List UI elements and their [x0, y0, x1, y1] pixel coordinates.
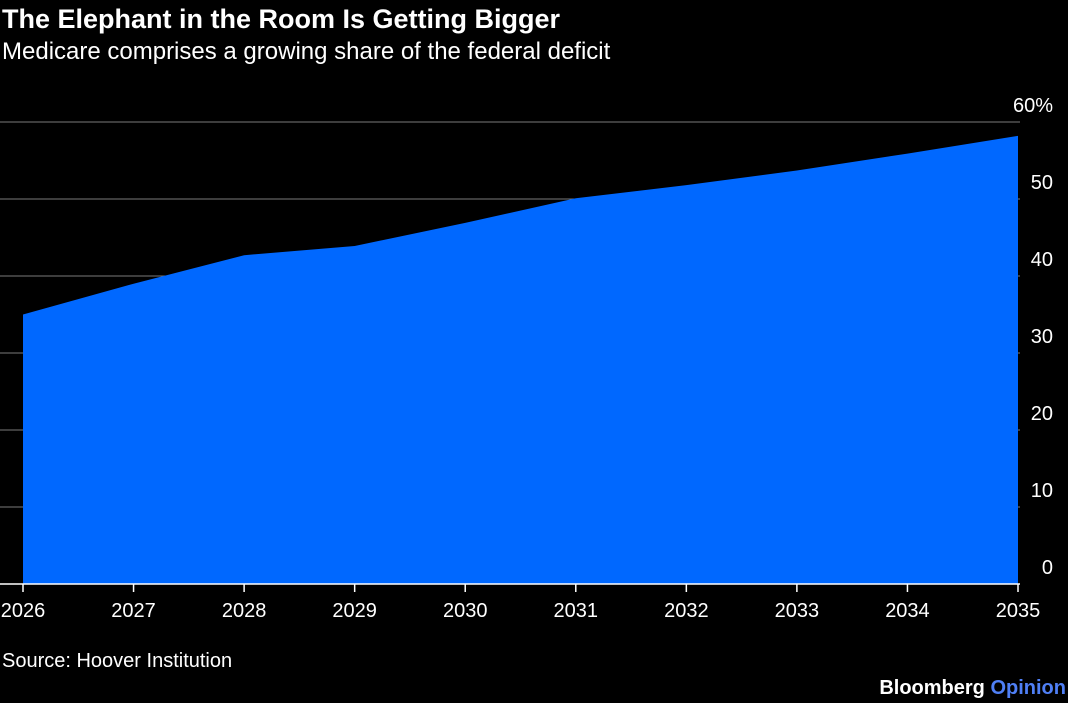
y-tick-label: 60%	[1013, 95, 1053, 117]
area-series	[23, 135, 1018, 585]
y-tick-label: 30	[1031, 326, 1053, 348]
y-tick-label: 50	[1031, 172, 1053, 194]
x-tick-label: 2027	[111, 600, 156, 622]
x-tick-label: 2033	[775, 600, 820, 622]
brand-logo: Bloomberg Opinion	[879, 675, 1066, 701]
y-axis-ticks: 0 10 20 30 40 50 60%	[1013, 95, 1053, 579]
x-tick-label: 2035	[996, 600, 1041, 622]
x-tick-label: 2030	[443, 600, 488, 622]
x-tick-label: 2026	[1, 600, 46, 622]
y-tick-label: 40	[1031, 249, 1053, 271]
chart-title: The Elephant in the Room Is Getting Bigg…	[2, 4, 561, 34]
brand-section: Opinion	[990, 677, 1066, 699]
y-tick-label: 10	[1031, 480, 1053, 502]
brand-name: Bloomberg	[879, 677, 985, 699]
chart-subtitle: Medicare comprises a growing share of th…	[2, 38, 611, 65]
x-tick-label: 2034	[885, 600, 930, 622]
x-tick-label: 2029	[332, 600, 377, 622]
x-tick-label: 2028	[222, 600, 267, 622]
y-tick-label: 20	[1031, 403, 1053, 425]
source-note: Source: Hoover Institution	[2, 650, 233, 672]
x-axis-ticks: 2026 2027 2028 2029 2030 2031 2032 2033 2034 2035	[1, 584, 1041, 622]
x-tick-label: 2031	[554, 600, 599, 622]
y-tick-label: 0	[1042, 557, 1053, 579]
x-tick-label: 2032	[664, 600, 709, 622]
